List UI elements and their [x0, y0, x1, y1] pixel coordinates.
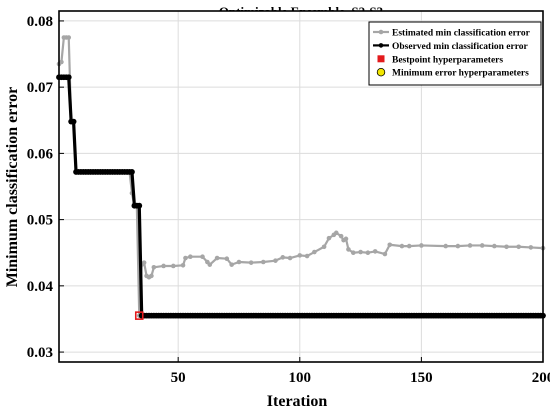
data-point-estimated	[455, 243, 461, 249]
data-point-estimated	[248, 260, 254, 265]
data-point-estimated	[149, 273, 154, 279]
data-point-estimated	[399, 243, 405, 249]
data-point-observed	[70, 118, 77, 125]
data-point-estimated	[214, 255, 220, 261]
data-point-estimated	[516, 244, 521, 250]
data-point-estimated	[297, 253, 303, 258]
plot-area	[56, 10, 546, 363]
data-point-observed	[129, 169, 135, 175]
legend-item: Bestpoint hyperparameters	[377, 55, 503, 65]
series-observed	[56, 74, 546, 319]
data-point-estimated	[333, 230, 339, 236]
y-tick-label: 0.04	[27, 279, 54, 295]
data-point-estimated	[287, 255, 293, 261]
data-point-estimated	[358, 249, 363, 255]
bestpoint-marker	[134, 311, 144, 320]
legend-box	[368, 21, 542, 86]
legend-item: Observed min classification error	[373, 42, 528, 52]
data-point-estimated	[321, 244, 327, 250]
legend-swatch-square	[377, 55, 385, 63]
data-point-estimated	[188, 254, 193, 259]
data-point-estimated	[180, 263, 186, 268]
data-point-estimated	[504, 244, 509, 250]
plot-frame	[58, 10, 544, 363]
legend-item: Minimum error hyperparameters	[376, 67, 529, 79]
x-tick-label: 100	[289, 370, 312, 386]
data-point-estimated	[338, 233, 344, 239]
legend-swatch-dot	[378, 43, 384, 48]
y-tick-label: 0.05	[27, 213, 53, 229]
data-point-estimated	[326, 235, 332, 241]
data-point-estimated	[207, 262, 213, 267]
legend-label: Bestpoint hyperparameters	[392, 55, 503, 65]
x-tick-label: 50	[171, 370, 186, 386]
data-point-estimated	[200, 254, 205, 259]
data-point-estimated	[312, 249, 317, 255]
data-point-estimated	[387, 242, 393, 248]
legend-swatch-dot	[378, 29, 384, 35]
legend-label: Minimum error hyperparameters	[392, 69, 529, 79]
data-point-estimated	[406, 243, 412, 249]
data-point-estimated	[224, 256, 230, 261]
data-point-estimated	[382, 251, 388, 257]
legend-label: Observed min classification error	[392, 42, 528, 52]
data-point-estimated	[66, 35, 72, 40]
data-point-observed	[136, 202, 143, 209]
y-tick-label: 0.07	[27, 80, 54, 96]
data-point-estimated	[372, 249, 378, 254]
data-point-estimated	[261, 259, 266, 265]
legend-label: Estimated min classification error	[392, 29, 531, 39]
data-point-estimated	[183, 255, 188, 261]
data-point-estimated	[273, 258, 278, 263]
data-point-estimated	[528, 245, 534, 250]
x-tick-label: 200	[532, 370, 550, 386]
legend-item: Estimated min classification error	[373, 29, 531, 39]
data-point-estimated	[350, 250, 356, 256]
x-axis-label: Iteration	[267, 393, 328, 410]
data-point-estimated	[304, 253, 310, 259]
data-point-estimated	[365, 250, 371, 256]
y-tick-label: 0.06	[27, 146, 54, 162]
data-point-estimated	[280, 255, 286, 260]
data-point-estimated	[492, 243, 497, 249]
data-point-estimated	[59, 59, 64, 65]
legend: Estimated min classification error Observ…	[368, 21, 542, 86]
data-point-estimated	[151, 265, 157, 270]
x-tick-label: 150	[410, 370, 433, 386]
y-tick-label: 0.08	[27, 14, 53, 30]
data-point-estimated	[479, 243, 485, 248]
y-tick-label: 0.03	[27, 345, 53, 361]
data-point-estimated	[236, 259, 242, 265]
data-point-estimated	[467, 243, 473, 248]
data-point-estimated	[229, 262, 234, 267]
y-axis-label: Minimum classification error	[4, 87, 21, 288]
data-point-estimated	[419, 243, 424, 248]
x-axis-ticks: 50 100 150 200	[171, 357, 550, 386]
data-point-estimated	[443, 243, 449, 249]
data-point-estimated	[346, 247, 351, 252]
data-point-estimated	[171, 263, 176, 269]
data-point-estimated	[141, 260, 147, 265]
data-point-observed	[65, 74, 72, 81]
legend-swatch-circle	[376, 67, 386, 77]
y-axis-ticks: 0.03 0.04 0.05 0.06 0.07 0.08	[27, 14, 64, 361]
data-point-estimated	[161, 263, 166, 269]
series-layer	[56, 35, 546, 320]
data-point-estimated	[343, 236, 349, 242]
